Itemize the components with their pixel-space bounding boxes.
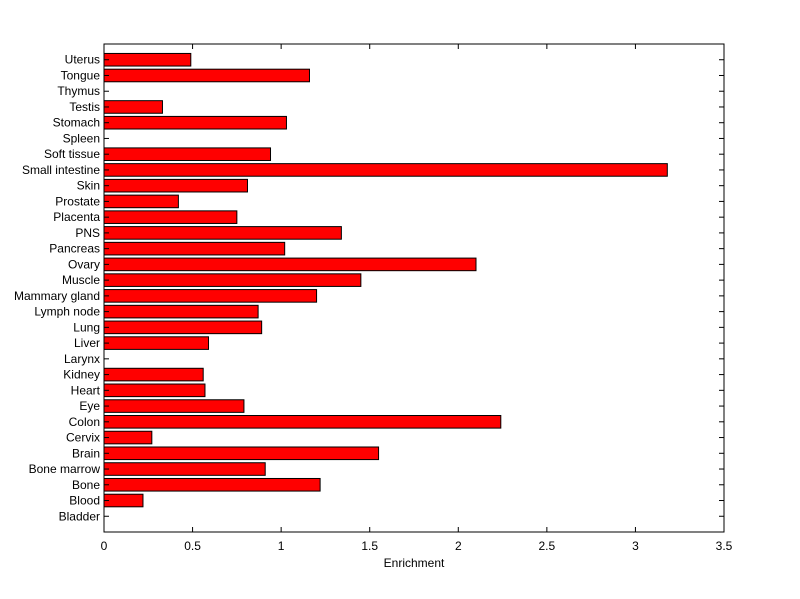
- x-tick-label: 2.5: [539, 539, 556, 553]
- x-tick-label: 3: [632, 539, 639, 553]
- y-tick-label: Stomach: [53, 116, 100, 130]
- bar-uterus: [103, 52, 192, 67]
- x-tick-label: 3.5: [716, 539, 733, 553]
- bars-group: [103, 52, 668, 508]
- bar-soft-tissue: [103, 147, 272, 161]
- bar-eye: [103, 399, 245, 413]
- x-tick-label: 1.5: [361, 539, 378, 553]
- y-tick-label: Kidney: [63, 368, 100, 382]
- x-tick-label: 1: [278, 539, 285, 553]
- y-tick-label: Testis: [69, 100, 100, 114]
- bar-kidney: [103, 367, 204, 382]
- y-tick-label: Eye: [79, 399, 100, 413]
- y-tick-label: Colon: [69, 415, 100, 429]
- bar-lymph-node: [103, 304, 259, 319]
- y-tick-label: Mammary gland: [14, 289, 100, 303]
- y-tick-label: Ovary: [68, 257, 100, 271]
- bar-cervix: [103, 430, 153, 445]
- bar-testis: [103, 100, 163, 114]
- y-tick-label: Heart: [71, 383, 101, 397]
- y-tick-label: Skin: [77, 179, 100, 193]
- x-tick-labels-group: 0 0.5 1 1.5 2 2.5 3 3.5: [101, 539, 733, 553]
- bar-pancreas: [103, 241, 286, 256]
- plot-area-frame: [103, 43, 725, 533]
- y-tick-label: Bone marrow: [29, 462, 101, 476]
- y-tick-label: Soft tissue: [44, 147, 100, 161]
- bar-colon: [103, 415, 502, 429]
- y-tick-label: Tongue: [61, 68, 101, 82]
- y-tick-label: Muscle: [62, 273, 100, 287]
- y-tick-label: Liver: [74, 336, 100, 350]
- y-tick-label: Bladder: [59, 509, 100, 523]
- y-tick-label: Small intestine: [22, 163, 100, 177]
- y-tick-label: Bone: [72, 478, 100, 492]
- y-tick-label: Lymph node: [34, 305, 100, 319]
- bar-liver: [103, 336, 210, 350]
- bar-tongue: [103, 68, 310, 83]
- y-tick-label: Spleen: [63, 131, 100, 145]
- y-tick-label: PNS: [75, 226, 100, 240]
- bar-muscle: [103, 273, 362, 287]
- x-tick-label: 2: [455, 539, 462, 553]
- bar-heart: [103, 383, 206, 398]
- bar-mammary-gland: [103, 289, 318, 303]
- bar-bone-marrow: [103, 462, 266, 476]
- y-tick-label: Blood: [69, 494, 100, 508]
- bar-ovary: [103, 257, 477, 272]
- y-tick-label: Larynx: [64, 352, 100, 366]
- x-axis-title: Enrichment: [384, 556, 445, 570]
- y-tick-label: Thymus: [57, 84, 100, 98]
- bar-small-intestine: [103, 163, 668, 177]
- y-tick-label: Placenta: [53, 210, 100, 224]
- x-tick-label: 0: [101, 539, 108, 553]
- bar-lung: [103, 320, 263, 335]
- bar-brain: [103, 446, 380, 461]
- y-tick-label: Brain: [72, 446, 100, 460]
- y-tick-label: Cervix: [66, 431, 100, 445]
- y-tick-label: Pancreas: [49, 242, 100, 256]
- bar-stomach: [103, 115, 287, 130]
- x-tick-label: 0.5: [184, 539, 201, 553]
- bar-blood: [103, 493, 144, 508]
- y-tick-label: Prostate: [55, 194, 100, 208]
- bar-skin: [103, 178, 248, 193]
- bar-prostate: [103, 194, 179, 209]
- bar-bone: [103, 477, 321, 492]
- y-tick-label: Lung: [73, 320, 100, 334]
- bar-placenta: [103, 210, 238, 224]
- bar-pns: [103, 226, 342, 240]
- y-tick-label: Uterus: [65, 53, 100, 67]
